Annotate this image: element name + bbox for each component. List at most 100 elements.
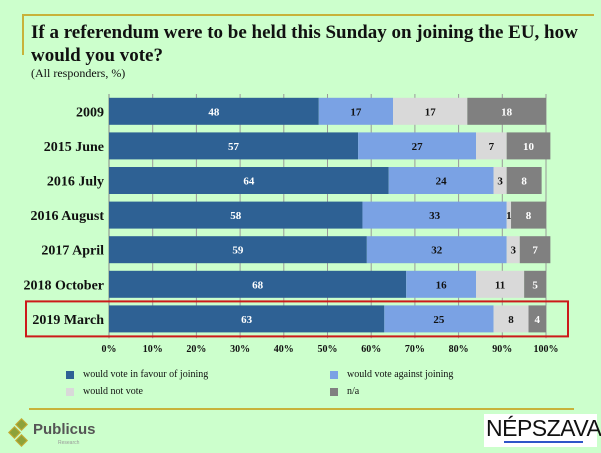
- x-tick-label: 20%: [186, 344, 206, 355]
- x-tick-label: 30%: [230, 344, 250, 355]
- bar-value-label: 68: [252, 279, 264, 291]
- bar-value-label: 11: [495, 279, 505, 291]
- bar-value-label: 8: [526, 210, 532, 222]
- legend-item-not-vote: would not vote: [66, 386, 143, 397]
- bar-value-label: 17: [350, 106, 362, 118]
- title-rule-left: [22, 14, 24, 55]
- legend-item-favour: would vote in favour of joining: [66, 369, 208, 380]
- bar-value-label: 33: [429, 210, 441, 222]
- bar-value-label: 4: [535, 314, 541, 326]
- x-axis: 0% 10% 20% 30% 40% 50% 60% 70% 80% 90% 100%: [102, 344, 559, 355]
- legend-swatch-na: [330, 387, 338, 396]
- bar-value-label: 18: [501, 106, 513, 118]
- bar-value-label: 24: [436, 176, 448, 188]
- bar-segment: [406, 270, 477, 298]
- category-label: 2016 August: [30, 209, 104, 224]
- bar-segment: [388, 167, 494, 194]
- bar-segment: [493, 305, 529, 333]
- x-tick-label: 100%: [534, 344, 559, 355]
- category-label: 2016 July: [47, 175, 104, 190]
- category-label: 2017 April: [41, 244, 104, 259]
- category-label: 2009: [76, 105, 104, 120]
- x-tick-label: 90%: [492, 344, 512, 355]
- legend-item-na: n/a: [330, 386, 359, 397]
- x-tick-label: 70%: [405, 344, 425, 355]
- bar-segment: [109, 236, 367, 264]
- bar-segment: [519, 236, 551, 264]
- bar-value-label: 8: [508, 314, 514, 326]
- bar-segment: [358, 132, 477, 160]
- bar-value-label: 7: [532, 245, 538, 257]
- bar-segment: [524, 270, 546, 298]
- bar-value-label: 1: [506, 210, 512, 222]
- footer-rule: [29, 408, 574, 410]
- publicus-logo-subtext: Research: [58, 440, 80, 446]
- bar-segment: [511, 201, 546, 229]
- bar-segment: [476, 270, 525, 298]
- bar-segment: [476, 132, 507, 160]
- bar-value-label: 32: [431, 245, 443, 257]
- bar-segment: [362, 201, 507, 229]
- bar-value-label: 8: [521, 176, 527, 188]
- bar-segment: [109, 270, 407, 298]
- bar-value-label: 57: [228, 141, 240, 153]
- legend-item-against: would vote against joining: [330, 369, 453, 380]
- x-tick-label: 10%: [143, 344, 163, 355]
- x-tick-label: 80%: [449, 344, 469, 355]
- chart-title: If a referendum were to be held this Sun…: [31, 22, 578, 66]
- bar-segment: [366, 236, 507, 264]
- legend-label-not-vote: would not vote: [83, 386, 143, 397]
- chart-subtitle: (All responders, %): [31, 66, 126, 80]
- bar-segment: [506, 167, 542, 194]
- bar-value-label: 59: [232, 245, 244, 257]
- nepszava-logo: NÉPSZAVA: [484, 414, 601, 447]
- x-tick-label: 60%: [361, 344, 381, 355]
- bar-value-label: 48: [208, 106, 220, 118]
- category-label: 2018 October: [24, 278, 104, 293]
- bar-value-label: 17: [425, 106, 437, 118]
- highlight-box: [25, 300, 569, 338]
- bar-value-label: 10: [523, 141, 535, 153]
- bar-segment: [506, 236, 520, 264]
- nepszava-logo-text: NÉPSZAVA: [486, 415, 601, 441]
- nepszava-logo-underline: [504, 441, 583, 443]
- legend-swatch-favour: [66, 370, 74, 379]
- legend-swatch-not-vote: [66, 387, 74, 396]
- bar-segment: [528, 305, 546, 333]
- bar-value-label: 16: [436, 279, 448, 291]
- publicus-logo: Publicus Research: [8, 417, 98, 451]
- bar-segment: [109, 201, 363, 229]
- bar-value-label: 58: [230, 210, 242, 222]
- bar-segment: [393, 97, 468, 125]
- legend-label-favour: would vote in favour of joining: [83, 369, 209, 380]
- bar-segment: [467, 97, 546, 125]
- publicus-logo-text: Publicus: [33, 421, 96, 438]
- bar-value-label: 25: [433, 314, 445, 326]
- bar-segment: [109, 167, 389, 194]
- bar-value-label: 3: [510, 245, 516, 257]
- category-labels: 2009 2015 June 2016 July 2016 August 2017 Ap…: [24, 105, 105, 328]
- bar-value-label: 5: [532, 279, 538, 291]
- category-label: 2015 June: [44, 140, 104, 155]
- bar-segment: [109, 132, 359, 160]
- title-rule-top: [22, 14, 594, 16]
- bar-segment: [506, 132, 551, 160]
- bar-value-label: 27: [412, 141, 424, 153]
- bar-value-label: 3: [497, 176, 503, 188]
- x-tick-label: 50%: [318, 344, 338, 355]
- bar-segment: [384, 305, 494, 333]
- legend-swatch-against: [330, 370, 338, 379]
- legend-label-na: n/a: [347, 386, 360, 397]
- bar-segment: [493, 167, 507, 194]
- bar-segment: [506, 201, 512, 229]
- bar-segment: [318, 97, 394, 125]
- x-tick-label: 40%: [274, 344, 294, 355]
- bar-value-label: 63: [241, 314, 253, 326]
- bar-value-label: 7: [489, 141, 495, 153]
- bar-segment: [109, 305, 385, 333]
- x-tick-label: 0%: [102, 344, 117, 355]
- legend-label-against: would vote against joining: [347, 369, 454, 380]
- category-label: 2019 March: [32, 313, 104, 328]
